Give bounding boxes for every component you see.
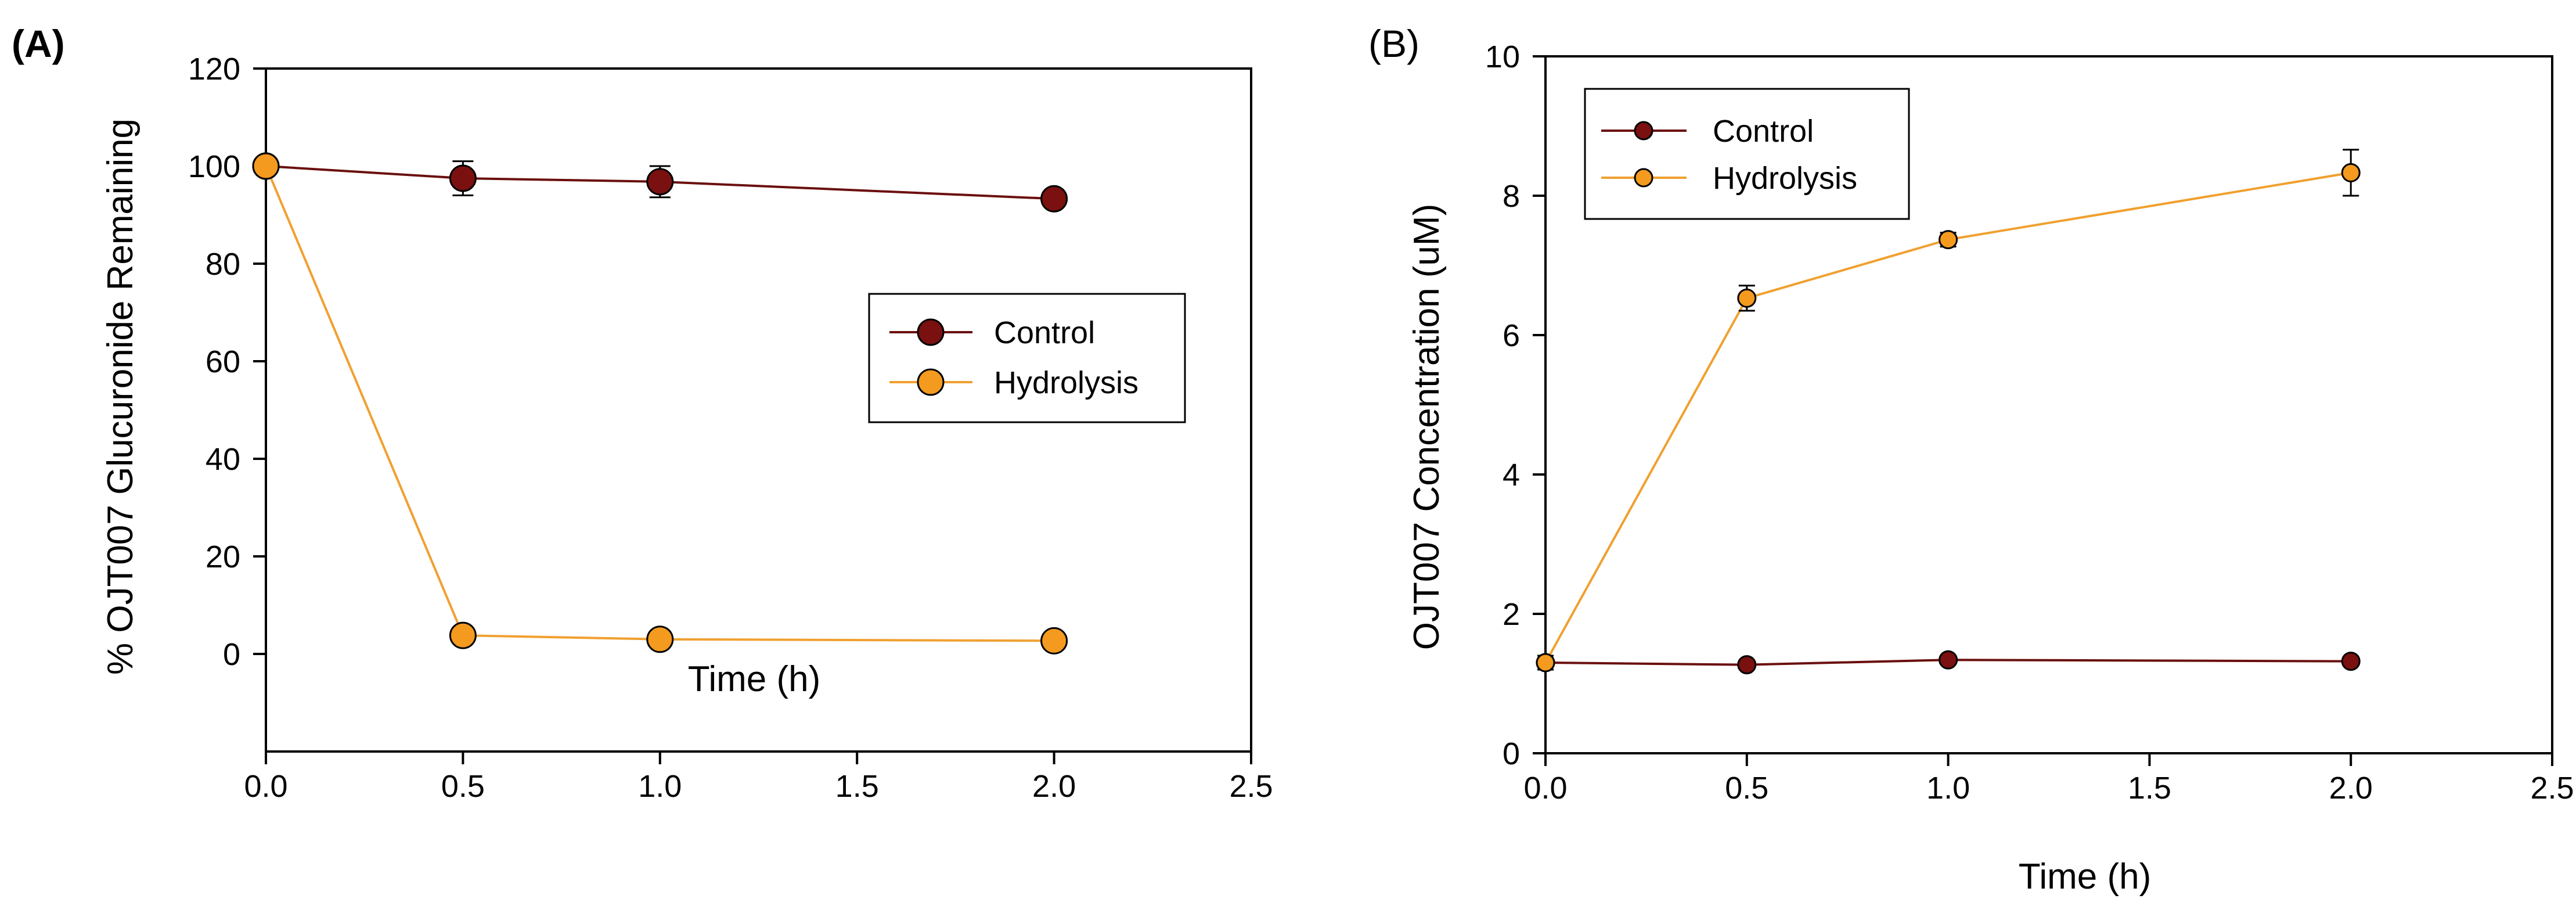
panel-a-xtick-label: 0.5 (441, 769, 485, 804)
panel-a-hydrolysis-point (646, 625, 674, 653)
panel-a-control-point (449, 164, 477, 192)
panel-a-legend-box (868, 293, 1186, 423)
panel-b-legend-hydrolysis-label: Hydrolysis (1713, 161, 1857, 196)
panel-a-hydrolysis-point (449, 621, 477, 649)
panel-a-xtick-label: 2.0 (1032, 769, 1076, 804)
panel-b-xtick-label: 1.0 (1926, 771, 1970, 806)
panel-b-control-point (1939, 650, 1958, 670)
panel-a-xtick-label: 1.5 (835, 769, 879, 804)
panel-b-hydrolysis-point (1737, 288, 1757, 308)
panel-a-xtick-label: 1.0 (638, 769, 682, 804)
panel-a-ytick-label: 120 (188, 52, 240, 87)
panel-a-label: (A) (12, 22, 65, 65)
panel-a-ytick-label: 40 (206, 442, 240, 477)
panel-a-legend-hydrolysis-marker (917, 368, 945, 396)
panel-b-ytick-label: 4 (1503, 458, 1520, 492)
panel-a-plot-frame (265, 67, 1252, 753)
panel-b-plot-frame (1544, 55, 2553, 754)
panel-b-axes: 0.0 0.5 1.0 1.5 2.0 2.5 0 2 4 6 8 10 (1485, 39, 2574, 806)
panel-a-legend-control-label: Control (994, 315, 1095, 350)
panel-b-legend-hydrolysis-marker (1634, 168, 1653, 188)
panel-b-legend-control-label: Control (1713, 114, 1814, 149)
panel-b: (B) OJT007 Concentration (uM) Time (h) 0… (1368, 22, 2574, 897)
panel-a-ylabel: % OJT007 Glucuronide Remaining (100, 118, 140, 675)
panel-b-label: (B) (1368, 22, 1419, 65)
panel-b-legend-control-marker (1634, 121, 1653, 141)
panel-b-ytitle-group: OJT007 Concentration (uM) (1407, 204, 1447, 650)
panel-a-control-point (1040, 185, 1068, 213)
panel-a-ytitle-group: % OJT007 Glucuronide Remaining (100, 118, 140, 675)
panel-b-ytick-label: 0 (1503, 736, 1520, 771)
panel-a-ytick-label: 100 (188, 149, 240, 184)
panel-b-ytick-label: 2 (1503, 597, 1520, 632)
panel-a-legend-hydrolysis-label: Hydrolysis (994, 365, 1139, 400)
panel-b-xtick-label: 2.5 (2530, 771, 2574, 806)
panel-b-xlabel: Time (h) (2019, 857, 2151, 897)
panel-b-legend-box (1584, 88, 1910, 220)
panel-b-xtick-label: 1.5 (2128, 771, 2171, 806)
panel-a: (A) % OJT007 Glucuronide Remaining Time … (12, 22, 1273, 804)
panel-b-ytick-label: 10 (1485, 39, 1520, 74)
panel-b-ylabel: OJT007 Concentration (uM) (1407, 204, 1447, 650)
panel-b-hydrolysis-point (2341, 163, 2361, 182)
panel-a-hydrolysis-line (265, 166, 1054, 642)
panel-b-hydrolysis-point (1536, 653, 1555, 673)
panel-b-ytick-label: 6 (1503, 318, 1520, 353)
panel-a-xtick-label: 0.0 (244, 769, 287, 804)
panel-a-control-point (646, 168, 674, 196)
panel-b-legend: Control Hydrolysis (1584, 88, 1910, 220)
panel-a-xlabel: Time (h) (688, 659, 820, 699)
panel-b-hydrolysis-line (1544, 171, 2351, 663)
panel-a-legend-control-marker (917, 318, 945, 346)
panel-b-xtick-label: 2.0 (2329, 771, 2373, 806)
panel-a-hydrolysis-point (252, 152, 280, 180)
panel-b-hydrolysis-point (1939, 230, 1958, 250)
panel-a-hydrolysis-point (1040, 627, 1068, 655)
panel-a-axes: 0.0 0.5 1.0 1.5 2.0 2.5 0 20 40 60 80 100 120 (188, 52, 1273, 804)
panel-a-ytick-label: 60 (206, 344, 240, 379)
panel-b-ytick-label: 8 (1503, 179, 1520, 214)
panel-a-control-line (265, 165, 1054, 200)
panel-a-series (252, 152, 1068, 655)
panel-b-series (1536, 149, 2361, 675)
panel-a-ytick-label: 20 (206, 540, 240, 574)
panel-a-legend: Control Hydrolysis (868, 293, 1186, 423)
panel-b-control-line (1545, 659, 2351, 666)
panel-b-xtick-label: 0.5 (1725, 771, 1768, 806)
panel-b-control-point (2341, 652, 2361, 671)
panel-b-xtick-label: 0.0 (1523, 771, 1567, 806)
panel-a-xtick-label: 2.5 (1229, 769, 1273, 804)
panel-a-ytick-label: 0 (223, 637, 240, 672)
panel-b-control-point (1737, 655, 1757, 675)
panel-a-ytick-label: 80 (206, 247, 240, 282)
